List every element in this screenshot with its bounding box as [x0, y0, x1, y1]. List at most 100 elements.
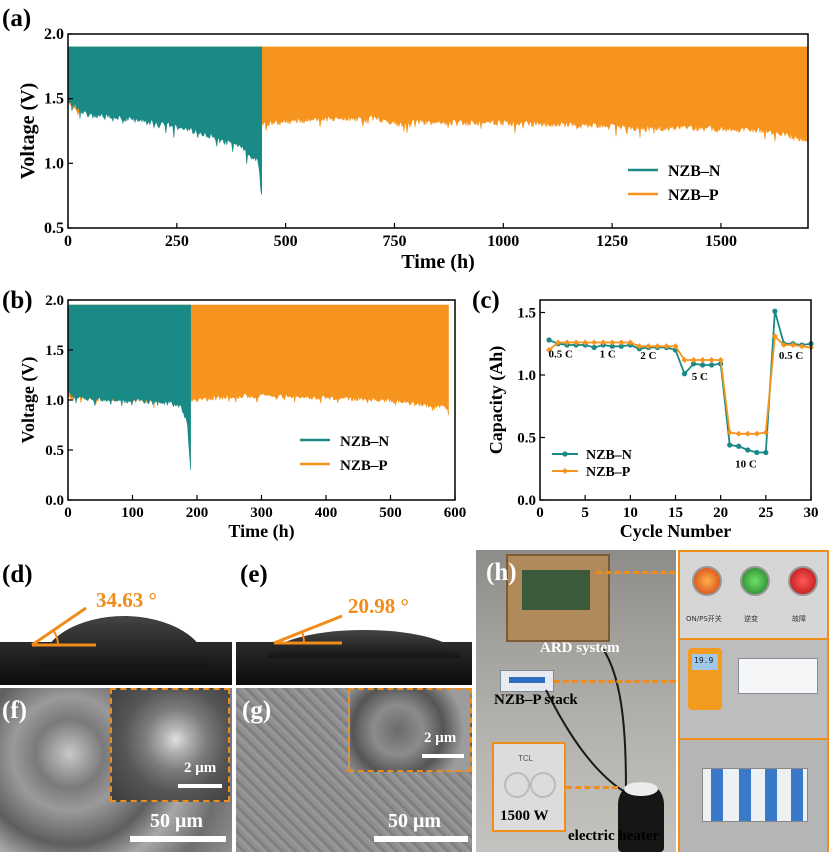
point-2-1-25	[771, 333, 778, 340]
point-2-1-16	[690, 357, 697, 363]
point-2-1-20	[726, 429, 733, 436]
y-tick-label-0-1: 1.0	[44, 155, 64, 172]
point-2-1-15	[681, 357, 688, 363]
x-tick-label-1-1: 100	[121, 505, 144, 521]
rate-annotation-3: 5 C	[692, 371, 708, 383]
x-tick-label-2-2: 10	[623, 505, 638, 521]
x-axis-label-0: Time (h)	[401, 251, 475, 273]
point-2-1-10	[636, 343, 643, 350]
legend-label-2-0: NZB–N	[586, 448, 632, 463]
x-tick-label-2-6: 30	[804, 505, 819, 521]
legend-label-0-1: NZB–P	[668, 187, 719, 204]
x-tick-label-1-2: 200	[186, 505, 209, 521]
y-tick-label-1-0: 0.0	[45, 493, 64, 509]
x-tick-label-0-2: 500	[274, 233, 298, 250]
x-tick-label-1-0: 0	[64, 505, 72, 521]
x-tick-label-1-6: 600	[444, 505, 467, 521]
inset-batteries	[678, 738, 829, 852]
point-2-1-19	[717, 357, 724, 363]
panel-label-d: (d)	[2, 561, 33, 588]
point-2-1-27	[789, 342, 796, 348]
x-tick-label-0-5: 1250	[596, 233, 628, 250]
angle-lines-e	[273, 614, 343, 645]
inset-g: 2 μm	[348, 688, 472, 772]
y-axis-label-0: Voltage (V)	[17, 83, 39, 179]
y-axis-label-1: Voltage (V)	[18, 357, 39, 444]
legend-marker-2-1	[562, 468, 568, 474]
heater-body	[618, 782, 664, 852]
y-tick-label-1-1: 0.5	[45, 443, 64, 459]
point-2-0-23	[754, 449, 760, 456]
legend-label-1-0: NZB–N	[340, 434, 389, 450]
chart-b-svg: 0 100 200 300 400 500 600 0.0 0.5 1.0 1.5 2.0 Time (…	[18, 293, 467, 542]
panel-label-c: (c)	[472, 287, 500, 314]
connector-mid	[554, 680, 676, 683]
point-2-1-6	[600, 339, 607, 346]
panel-d-contact-angle: 34.63 ° (d)	[0, 550, 232, 685]
panel-h-photo: TCL ARD system NZB–P stack 1500 W electr…	[476, 550, 829, 852]
y-tick-label-0-3: 2.0	[44, 26, 64, 43]
ard-cabinet	[506, 554, 610, 642]
point-2-0-18	[709, 362, 715, 368]
heater-brand: TCL	[518, 754, 534, 763]
indicator-red-1	[692, 566, 722, 596]
rate-annotation-2: 2 C	[640, 350, 656, 362]
point-2-1-24	[762, 429, 769, 436]
label-ard-system: ARD system	[540, 640, 620, 656]
indicator-red-2	[788, 566, 818, 596]
angle-lines-d	[31, 606, 96, 647]
point-2-1-4	[582, 339, 589, 346]
point-2-0-17	[700, 362, 706, 368]
battery-stack	[500, 670, 554, 692]
chart-a: 0 250 500 750 1000 1250 1500 0.5 1.0 1.5 2.0 Time (…	[0, 0, 829, 280]
x-axis-label-1: Time (h)	[228, 521, 294, 542]
x-axis-label-2: Cycle Number	[620, 521, 731, 541]
point-2-1-23	[753, 430, 760, 437]
point-2-1-1	[555, 339, 562, 346]
point-2-0-22	[745, 447, 751, 453]
point-2-0-5	[591, 344, 597, 351]
y-axis-label-2: Capacity (Ah)	[486, 346, 507, 455]
y-tick-label-1-4: 2.0	[45, 293, 64, 309]
inset-switches: ON/PS开关 逆变 故障	[678, 550, 829, 640]
connector-top	[596, 571, 676, 574]
x-tick-label-1-5: 500	[379, 505, 402, 521]
panel-f-sem: 2 μm 50 μm (f)	[0, 688, 232, 852]
point-2-0-7	[609, 343, 615, 349]
connector-bottom	[566, 786, 618, 789]
point-2-1-9	[627, 339, 634, 346]
plot-frame-2	[539, 299, 812, 501]
y-tick-label-2-2: 1.0	[517, 368, 536, 384]
switch-label-2: 逆变	[744, 615, 758, 623]
legend-marker-2-0	[562, 451, 568, 457]
inset-f: 2 μm	[110, 688, 230, 802]
panel-label-f: (f)	[2, 697, 27, 724]
legend-label-1-1: NZB–P	[340, 458, 388, 474]
chart-c: 0 5 10 15 20 25 30 0.0 0.5 1.0 1.5 Cycle Number Capa…	[470, 282, 829, 544]
point-2-1-26	[780, 342, 787, 348]
rate-annotation-5: 0.5 C	[779, 350, 804, 362]
point-2-0-21	[736, 443, 742, 449]
point-2-0-20	[727, 442, 733, 448]
y-tick-label-2-0: 0.0	[517, 493, 536, 509]
rate-annotation-1: 1 C	[600, 349, 616, 361]
x-tick-label-2-1: 5	[581, 505, 589, 521]
scale-bar-f	[130, 836, 226, 842]
x-tick-label-0-1: 250	[165, 233, 189, 250]
chart-c-svg: 0 5 10 15 20 25 30 0.0 0.5 1.0 1.5 Cycle Number Capa…	[486, 299, 819, 541]
point-2-1-13	[663, 343, 670, 350]
scale-label-f: 50 μm	[150, 810, 203, 832]
x-tick-label-2-4: 20	[713, 505, 728, 521]
chart-a-svg: 0 250 500 750 1000 1250 1500 0.5 1.0 1.5 2.0 Time (…	[17, 26, 809, 273]
point-2-1-5	[591, 339, 598, 346]
point-2-1-0	[546, 347, 553, 353]
x-tick-label-2-0: 0	[536, 505, 544, 521]
x-tick-label-0-3: 750	[382, 233, 406, 250]
panel-g-sem: 2 μm 50 μm (g)	[236, 688, 472, 852]
angle-value-e: 20.98 °	[348, 594, 409, 618]
y-tick-label-0-2: 1.5	[44, 91, 64, 108]
battery-module	[738, 658, 818, 694]
point-2-1-18	[708, 357, 715, 363]
point-2-1-17	[699, 357, 706, 363]
y-tick-label-2-1: 0.5	[517, 431, 536, 447]
